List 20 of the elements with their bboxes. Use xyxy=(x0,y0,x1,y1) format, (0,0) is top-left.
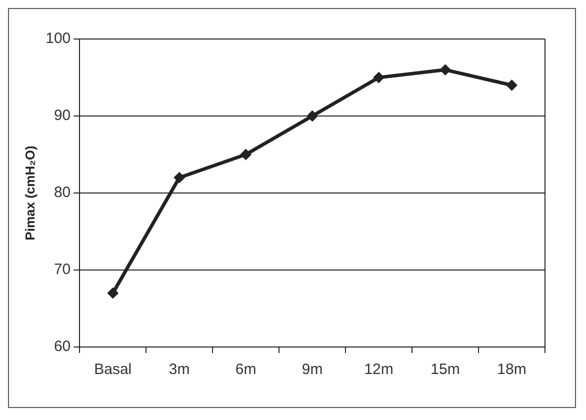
y-tick-label: 70 xyxy=(54,261,71,278)
x-tick-label: Basal xyxy=(94,361,132,378)
x-tick-label: 15m xyxy=(430,361,460,378)
point xyxy=(306,110,318,122)
y-tick-label: 100 xyxy=(46,30,71,48)
x-tick-label: 18m xyxy=(497,361,526,378)
y-tick-label: 80 xyxy=(54,184,71,202)
y-tick-label: 60 xyxy=(54,338,71,356)
x-tick-label: 9m xyxy=(302,361,323,378)
point xyxy=(240,149,252,160)
x-tick-label: 3m xyxy=(168,361,190,378)
point xyxy=(107,288,118,299)
y-tick-label: 90 xyxy=(54,107,71,124)
x-tick-label: 12m xyxy=(364,361,394,378)
y-axis-title: Pimax (cmH₂O) xyxy=(22,146,38,240)
point xyxy=(174,172,185,184)
point xyxy=(373,72,384,83)
point xyxy=(506,80,518,91)
point xyxy=(440,64,451,76)
x-tick-label: 6m xyxy=(235,361,256,378)
